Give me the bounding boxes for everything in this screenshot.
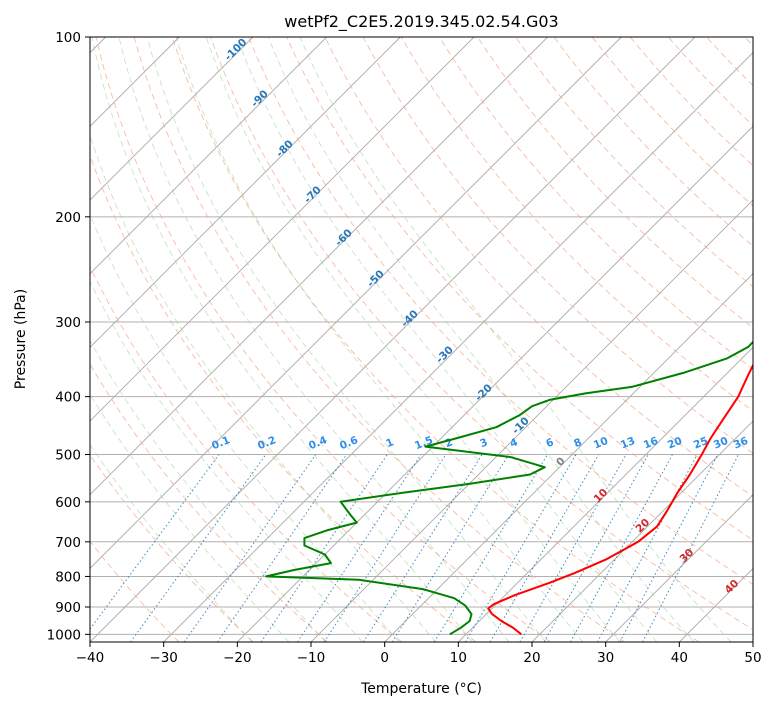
dry-adiabat-line [439, 37, 753, 370]
dry-adiabat-line [248, 37, 753, 585]
mixing-ratio-line [90, 454, 220, 630]
mixing-ratio-line [391, 454, 510, 642]
mixing-ratio-label: 10 [592, 435, 610, 452]
dry-adiabat-line [90, 265, 402, 642]
mixing-ratio-label: 36 [732, 435, 750, 452]
y-tick-label: 200 [55, 210, 81, 226]
mixing-ratio-line [323, 454, 447, 642]
x-tick-label: 30 [597, 650, 614, 666]
moist-adiabat-line [299, 37, 732, 642]
mixing-ratio-label: 8 [572, 436, 583, 450]
mixing-ratio-label: 1 [384, 436, 395, 450]
mixing-ratio-label: 13 [619, 435, 637, 452]
dry-adiabat-line [90, 154, 477, 642]
x-tick-label: 0 [380, 650, 389, 666]
y-tick-label: 900 [55, 600, 81, 616]
mixing-ratio-label: 16 [642, 435, 660, 452]
dry-adiabat-line [171, 37, 700, 642]
dry-adiabat-line [477, 37, 753, 329]
dry-adiabat-line [515, 37, 753, 288]
moist-adiabat-line [267, 37, 695, 642]
mixing-ratio-label: 6 [544, 436, 555, 450]
background-lines [90, 37, 753, 642]
isotherm-line [458, 346, 753, 642]
mixing-ratio-line [596, 454, 698, 642]
isotherm-line [310, 199, 753, 642]
dry-adiabat-line [95, 37, 551, 642]
moist-adiabat-line [146, 37, 547, 642]
isotherm-line [163, 52, 753, 642]
isotherm-line [90, 37, 696, 642]
isotherm-line [90, 37, 475, 422]
mixing-ratio-label: 20 [666, 435, 684, 452]
moist-adiabat-line [236, 37, 658, 642]
moist-adiabat-line [90, 443, 253, 642]
moist-adiabat-line [90, 133, 437, 642]
mixing-ratio-line [489, 454, 600, 642]
moist-adiabat-line [118, 37, 510, 642]
isotherm-line [90, 37, 401, 348]
isotherm-line [605, 494, 753, 642]
dry-adiabat-line [90, 363, 328, 642]
isotherm-line [384, 273, 753, 642]
x-tick-label: 20 [523, 650, 540, 666]
y-tick-label: 500 [55, 448, 81, 464]
dry-adiabat-line [400, 37, 753, 412]
x-tick-label: −10 [297, 650, 326, 666]
y-axis: 100 200 300 400 500 600 700 800 900 1000 [47, 30, 90, 643]
y-tick-label: 300 [55, 315, 81, 331]
mixing-ratio-line [297, 454, 422, 642]
y-tick-label: 800 [55, 569, 81, 585]
mixing-ratio-line [130, 454, 267, 642]
chart-title: wetPf2_C2E5.2019.345.02.54.G03 [284, 12, 558, 32]
mixing-ratio-line [433, 454, 548, 642]
y-tick-label: 700 [55, 535, 81, 551]
moist-adiabat-line [205, 37, 621, 642]
dry-adiabat-line [133, 37, 625, 642]
dry-adiabat-line [362, 37, 753, 454]
dry-adiabat-line [324, 37, 753, 497]
mixing-ratio-label: 2 [443, 436, 454, 450]
y-tick-label: 100 [55, 30, 81, 46]
x-tick-label: 10 [450, 650, 467, 666]
y-tick-label: 400 [55, 390, 81, 406]
isotherm-line [531, 420, 753, 642]
dry-adiabat-line [90, 454, 254, 642]
x-tick-label: 40 [671, 650, 688, 666]
temperature-series-line [487, 363, 753, 636]
y-tick-label: 600 [55, 495, 81, 511]
series-layer [265, 340, 753, 636]
isotherm-line [90, 37, 254, 201]
x-tick-label: −30 [149, 650, 178, 666]
isotherm-line [90, 37, 622, 569]
x-axis-label: Temperature (°C) [360, 681, 482, 697]
isotherm-line [90, 37, 548, 496]
x-tick-label: −40 [76, 650, 105, 666]
dewpoint-series-line [265, 340, 753, 636]
mixing-ratio-line [260, 454, 388, 642]
dry-adiabat-line [629, 37, 753, 167]
x-tick-label: −20 [223, 650, 252, 666]
x-axis: −40 −30 −20 −10 0 10 20 30 40 50 [76, 642, 762, 666]
x-tick-label: 50 [744, 650, 761, 666]
moist-adiabat-line [175, 37, 584, 642]
mixing-ratio-label: 3 [478, 436, 489, 450]
mixing-ratio-label: 30 [712, 435, 730, 452]
dry-adiabat-line [210, 37, 753, 631]
mixing-ratio-line [464, 454, 577, 642]
isotherm-line [237, 125, 753, 642]
mixing-ratio-line [642, 454, 739, 642]
mixing-ratio-label: 4 [508, 436, 519, 450]
y-tick-label: 1000 [47, 627, 81, 643]
moist-adiabat-line [91, 37, 473, 642]
isotherm-line [90, 37, 327, 275]
mixing-ratio-line [619, 454, 719, 642]
dry-adiabat-line [591, 37, 753, 207]
y-axis-label: Pressure (hPa) [13, 289, 29, 389]
plot-frame [89, 36, 754, 643]
dry-adiabat-line [286, 37, 753, 541]
